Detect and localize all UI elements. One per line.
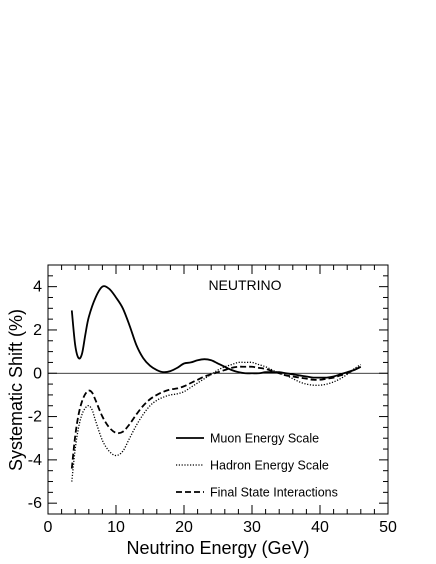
y-tick-label: 4 <box>33 279 42 296</box>
x-axis-title: Neutrino Energy (GeV) <box>126 538 309 558</box>
series-line-3 <box>70 365 362 469</box>
chart-annotation: NEUTRINO <box>208 277 281 293</box>
y-tick-label: -4 <box>28 452 42 469</box>
series-line-1 <box>70 285 362 379</box>
y-tick-label: -2 <box>28 409 42 426</box>
legend-label-2: Hadron Energy Scale <box>210 459 329 473</box>
x-tick-label: 20 <box>175 519 193 536</box>
y-tick-label: 0 <box>33 365 42 382</box>
x-tick-label: 10 <box>107 519 125 536</box>
series-line-2 <box>71 361 362 482</box>
plot-frame <box>47 264 389 515</box>
x-tick-label: 0 <box>44 519 53 536</box>
y-axis-title: Systematic Shift (%) <box>6 309 26 471</box>
x-tick-label: 50 <box>379 519 397 536</box>
x-tick-label: 30 <box>243 519 261 536</box>
y-tick-label: 2 <box>33 322 42 339</box>
legend: Muon Energy Scale Hadron Energy Scale Fina… <box>176 432 338 500</box>
y-tick-label: -6 <box>28 495 42 512</box>
legend-label-3: Final State Interactions <box>210 486 338 500</box>
x-tick-label: 40 <box>311 519 329 536</box>
legend-label-1: Muon Energy Scale <box>210 432 319 446</box>
